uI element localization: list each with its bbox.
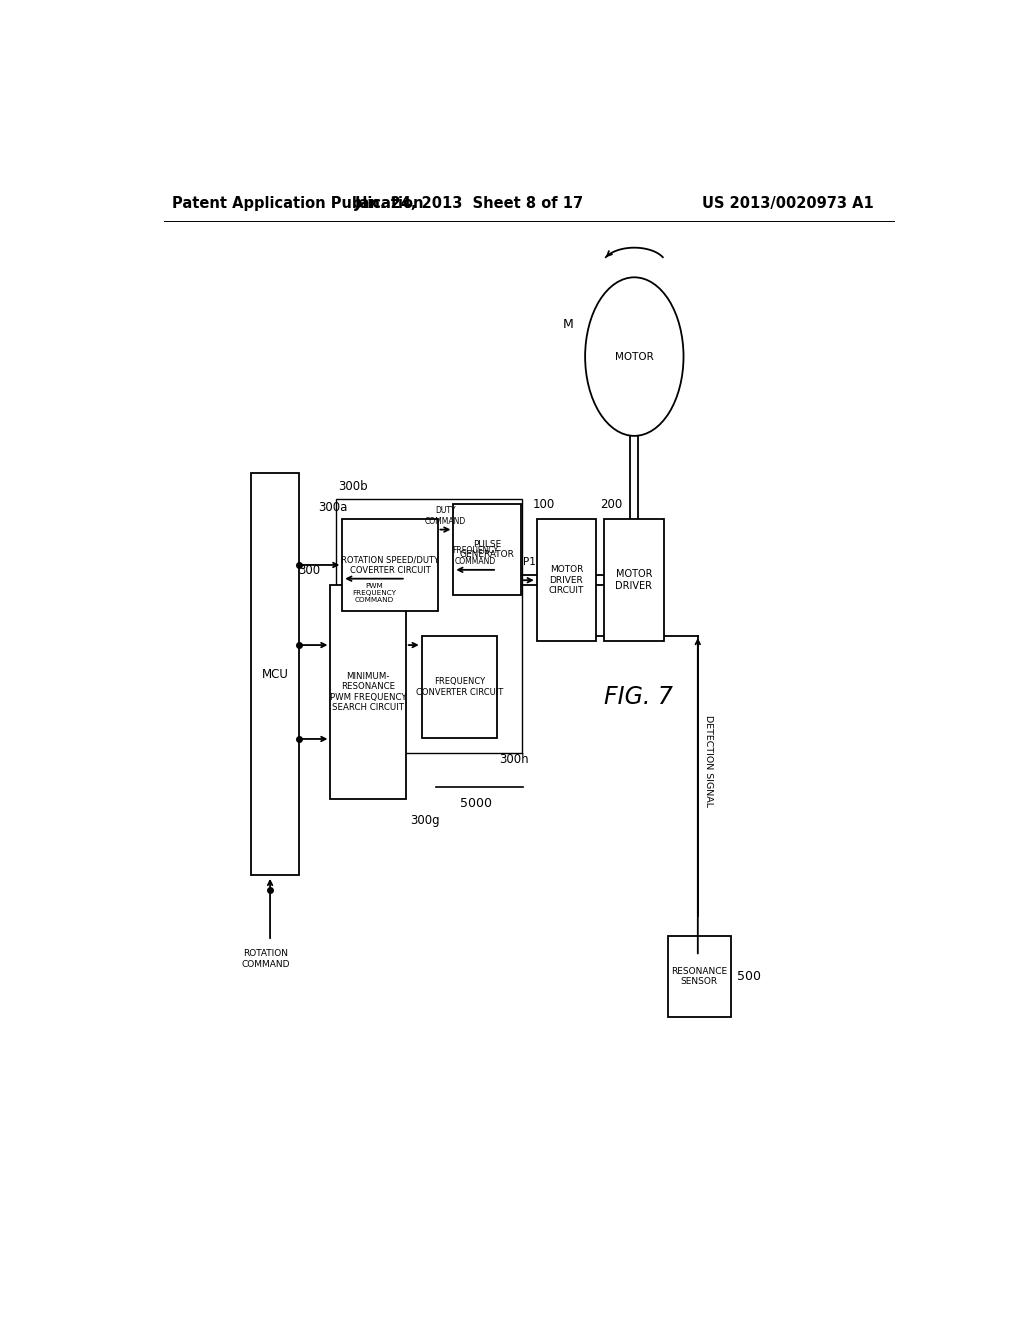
Text: RESONANCE
SENSOR: RESONANCE SENSOR: [672, 968, 727, 986]
Text: 200: 200: [600, 498, 623, 511]
Bar: [454, 504, 521, 595]
Text: PWM
FREQUENCY
COMMAND: PWM FREQUENCY COMMAND: [352, 582, 396, 603]
Text: ROTATION SPEED/DUTY
COVERTER CIRCUIT: ROTATION SPEED/DUTY COVERTER CIRCUIT: [341, 556, 439, 574]
Text: Jan. 24, 2013  Sheet 8 of 17: Jan. 24, 2013 Sheet 8 of 17: [354, 195, 584, 211]
Text: ROTATION
COMMAND: ROTATION COMMAND: [242, 949, 291, 969]
Text: DUTY
COMMAND: DUTY COMMAND: [425, 506, 466, 525]
Text: MOTOR: MOTOR: [615, 351, 653, 362]
Text: 300: 300: [298, 564, 319, 577]
Bar: [668, 936, 731, 1018]
Text: 300g: 300g: [410, 814, 439, 826]
Text: FREQUENCY
COMMAND: FREQUENCY COMMAND: [453, 546, 499, 566]
Bar: [422, 636, 497, 738]
Bar: [342, 519, 437, 611]
Bar: [251, 474, 299, 875]
Text: P1: P1: [523, 557, 537, 568]
Text: US 2013/0020973 A1: US 2013/0020973 A1: [702, 195, 873, 211]
Text: MCU: MCU: [261, 668, 288, 681]
Text: M: M: [562, 318, 573, 331]
Text: DETECTION SIGNAL: DETECTION SIGNAL: [703, 715, 713, 807]
Bar: [331, 585, 406, 799]
Text: 500: 500: [737, 970, 762, 983]
Text: PULSE
GENERATOR: PULSE GENERATOR: [460, 540, 514, 560]
Bar: [537, 519, 596, 642]
Text: FIG. 7: FIG. 7: [604, 685, 673, 709]
Bar: [604, 519, 664, 642]
Text: 300b: 300b: [338, 479, 368, 492]
Bar: [336, 499, 522, 752]
Text: Patent Application Publication: Patent Application Publication: [172, 195, 423, 211]
Ellipse shape: [585, 277, 684, 436]
Text: MINIMUM-
RESONANCE
PWM FREQUENCY
SEARCH CIRCUIT: MINIMUM- RESONANCE PWM FREQUENCY SEARCH …: [330, 672, 407, 711]
Text: 300h: 300h: [500, 752, 529, 766]
Text: MOTOR
DRIVER: MOTOR DRIVER: [615, 569, 652, 591]
Text: 100: 100: [532, 498, 555, 511]
Text: 300a: 300a: [318, 502, 348, 515]
Text: MOTOR
DRIVER
CIRCUIT: MOTOR DRIVER CIRCUIT: [549, 565, 584, 595]
Text: 5000: 5000: [460, 797, 492, 809]
Text: FREQUENCY
CONVERTER CIRCUIT: FREQUENCY CONVERTER CIRCUIT: [416, 677, 503, 697]
